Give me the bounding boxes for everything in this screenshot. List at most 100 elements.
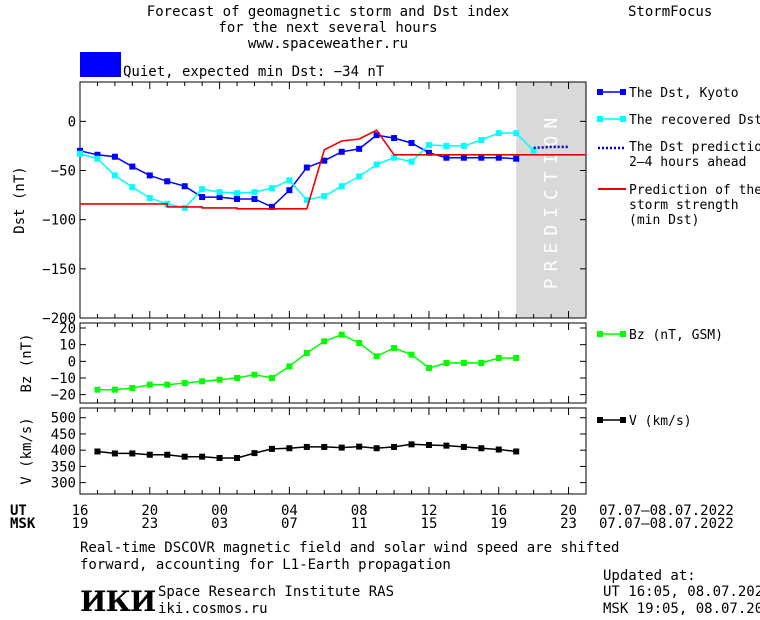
data-point [129, 184, 136, 191]
data-point [391, 443, 398, 450]
data-point [513, 448, 520, 455]
data-point [425, 365, 432, 371]
legend-marker [620, 89, 626, 95]
data-point [303, 350, 310, 356]
status-color-box [80, 52, 121, 77]
data-point [111, 172, 118, 179]
ut-tick-label: 20 [560, 503, 577, 519]
legend-marker [620, 331, 626, 337]
legend-label-storm-strength: (min Dst) [629, 213, 699, 228]
y-axis-label: Bz (nT) [19, 333, 35, 392]
data-point [111, 153, 118, 160]
legend-marker [597, 417, 603, 423]
prediction-band [516, 82, 586, 318]
data-point [199, 453, 206, 460]
ut-tick-label: 04 [281, 503, 298, 519]
data-point [94, 386, 101, 393]
data-point [234, 454, 241, 461]
data-point [513, 130, 520, 137]
msk-date-range: 07.07–08.07.2022 [599, 516, 734, 532]
data-point [460, 360, 467, 366]
data-point [268, 203, 275, 210]
data-point [216, 454, 223, 461]
ut-tick-label: 16 [72, 503, 89, 519]
data-point [460, 142, 467, 149]
y-tick-label: 0 [68, 354, 76, 370]
y-axis-label: V (km/s) [19, 417, 35, 484]
data-point [181, 183, 188, 190]
msk-tick-label: 23 [141, 516, 158, 532]
data-point [338, 331, 345, 338]
legend-label-prediction: 2–4 hours ahead [629, 155, 746, 170]
chart-title-line2: for the next several hours [218, 20, 438, 36]
data-point [303, 197, 310, 203]
org-name: Space Research Institute RAS [158, 584, 395, 600]
org-site[interactable]: iki.cosmos.ru [158, 601, 268, 617]
data-point [391, 135, 398, 142]
chart-title-line1: Forecast of geomagnetic storm and Dst in… [146, 4, 510, 20]
y-tick-label: −200 [42, 311, 76, 327]
data-point [460, 154, 467, 161]
prediction-band-label: PREDICTION [541, 111, 562, 289]
data-point [321, 157, 328, 164]
y-tick-label: 300 [51, 476, 76, 492]
data-point [216, 189, 223, 196]
data-point [495, 355, 502, 361]
legend-label-recovered: The recovered Dst [629, 113, 760, 128]
data-point [373, 132, 380, 139]
legend-marker [620, 116, 626, 122]
y-axis-label: Dst (nT) [12, 166, 28, 233]
data-point [338, 183, 345, 190]
data-point [164, 178, 171, 185]
y-tick-label: −50 [51, 164, 76, 180]
data-point [234, 190, 241, 197]
y-tick-label: −150 [42, 262, 76, 278]
y-tick-label: 20 [59, 321, 76, 337]
data-point [146, 195, 153, 202]
data-point [478, 154, 485, 161]
data-point [478, 137, 485, 144]
data-point [356, 145, 363, 152]
ut-tick-label: 12 [421, 503, 438, 519]
data-point [181, 380, 188, 386]
data-point [408, 351, 415, 358]
panel-frame [79, 407, 587, 495]
ut-date-range: 07.07–08.07.2022 [599, 503, 734, 519]
legend-label-storm-strength: storm strength [629, 198, 739, 213]
legend-marker [620, 417, 626, 423]
y-tick-label: −20 [51, 388, 76, 404]
data-point [164, 451, 171, 458]
data-point [251, 189, 258, 196]
y-tick-label: 500 [51, 411, 76, 427]
brand-name: StormFocus [628, 4, 713, 20]
data-point [338, 444, 345, 451]
data-point [216, 194, 223, 201]
data-point [146, 381, 153, 388]
data-point [408, 139, 415, 146]
data-point [303, 164, 310, 171]
data-point [129, 450, 136, 457]
chart-title-line3[interactable]: www.spaceweather.ru [247, 36, 409, 52]
data-point [443, 142, 450, 149]
data-point [356, 173, 363, 180]
data-point [129, 163, 136, 170]
data-point [268, 375, 275, 381]
data-point [111, 450, 118, 457]
y-tick-label: 400 [51, 443, 76, 459]
data-point [513, 155, 520, 162]
data-point [530, 147, 537, 154]
data-point [286, 177, 293, 184]
ut-tick-label: 00 [211, 503, 228, 519]
data-point [234, 196, 241, 203]
data-point [94, 155, 101, 162]
panel-frame [79, 81, 587, 319]
data-point [164, 381, 171, 388]
data-point [356, 340, 363, 346]
data-point [199, 186, 206, 193]
legend-label-prediction: The Dst prediction [629, 140, 760, 155]
data-point [478, 360, 485, 366]
msk-tick-label: 19 [490, 516, 507, 532]
